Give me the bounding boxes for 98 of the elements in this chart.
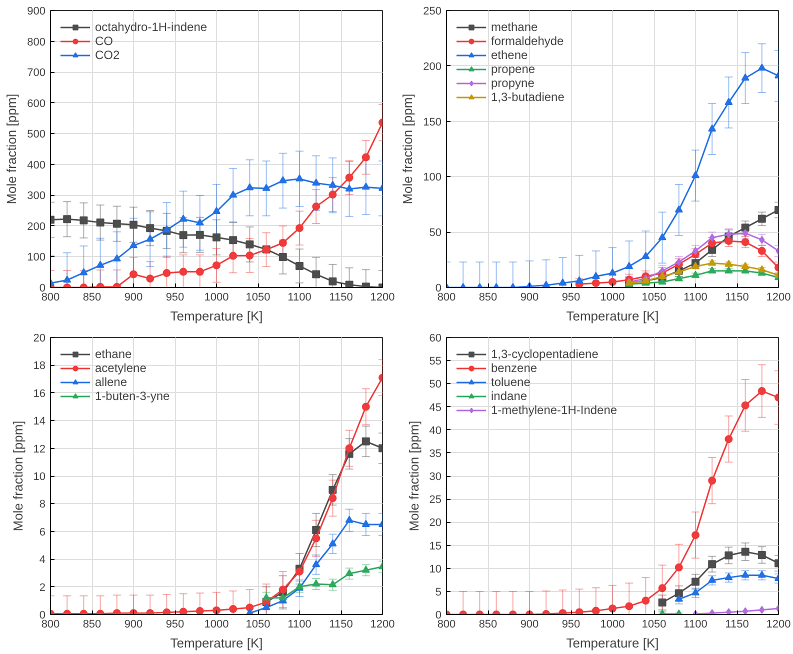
- legend-label: ethene: [491, 48, 528, 62]
- y-tick-label: 0: [39, 282, 46, 294]
- x-tick-label: 850: [478, 618, 498, 630]
- x-axis-title: Temperature [K]: [566, 636, 659, 650]
- y-tick-label: 400: [27, 159, 46, 172]
- y-axis-title: Mole fraction [ppm]: [400, 94, 416, 204]
- y-tick-label: 30: [429, 471, 442, 483]
- y-tick-label: 20: [33, 332, 46, 344]
- x-tick-label: 950: [166, 292, 184, 304]
- y-tick-label: 8: [39, 498, 46, 511]
- legend-label: methane: [491, 20, 538, 34]
- y-tick-label: 50: [429, 378, 442, 391]
- y-tick-label: 150: [423, 116, 442, 128]
- y-tick-label: 4: [39, 554, 46, 566]
- y-tick-label: 0: [435, 282, 442, 294]
- legend-label: CO2: [95, 48, 120, 62]
- x-axis-title: Temperature [K]: [566, 308, 659, 324]
- x-tick-label: 1200: [370, 618, 395, 630]
- y-tick-label: 0: [435, 610, 442, 622]
- y-tick-label: 25: [429, 494, 442, 506]
- y-tick-label: 60: [429, 332, 442, 344]
- y-tick-label: 6: [39, 526, 46, 538]
- x-tick-label: 1050: [642, 292, 666, 304]
- y-tick-label: 35: [429, 448, 442, 460]
- x-tick-label: 850: [82, 292, 102, 304]
- y-axis-title: Mole fraction [ppm]: [406, 420, 422, 532]
- x-tick-label: 900: [124, 618, 143, 630]
- x-tick-label: 1200: [370, 292, 395, 304]
- x-tick-label: 1150: [329, 292, 353, 304]
- y-tick-label: 15: [429, 540, 442, 552]
- y-tick-label: 500: [27, 128, 46, 141]
- y-tick-label: 50: [429, 227, 442, 240]
- y-tick-label: 16: [33, 388, 46, 400]
- y-tick-label: 40: [429, 424, 442, 437]
- y-tick-label: 800: [27, 36, 46, 48]
- x-tick-label: 1000: [600, 292, 625, 304]
- x-axis-title: Temperature [K]: [170, 308, 263, 324]
- y-tick-label: 100: [27, 252, 46, 264]
- y-tick-label: 300: [27, 190, 46, 202]
- legend-label: 1,3-butadiene: [491, 90, 564, 104]
- x-tick-label: 1150: [329, 618, 353, 630]
- y-axis-title: Mole fraction [ppm]: [10, 420, 26, 532]
- legend-label: indane: [491, 389, 528, 403]
- y-tick-label: 600: [27, 98, 46, 110]
- y-tick-label: 250: [423, 6, 442, 18]
- legend-label: benzene: [491, 361, 538, 375]
- legend-label: 1-methylene-1H-Indene: [491, 403, 618, 417]
- x-tick-label: 1050: [246, 292, 270, 304]
- y-tick-label: 14: [33, 416, 46, 428]
- x-tick-label: 1000: [204, 292, 229, 304]
- x-tick-label: 900: [124, 292, 143, 304]
- y-tick-label: 10: [33, 471, 46, 483]
- y-tick-label: 900: [27, 6, 46, 18]
- x-tick-label: 900: [520, 292, 539, 304]
- y-tick-label: 200: [423, 60, 442, 73]
- x-tick-label: 1050: [246, 618, 270, 630]
- legend-label: allene: [95, 375, 128, 389]
- legend-label: 1-buten-3-yne: [95, 389, 170, 403]
- x-tick-label: 1000: [600, 618, 625, 630]
- x-tick-label: 1150: [725, 292, 749, 304]
- x-tick-label: 1200: [766, 618, 791, 630]
- legend-label: propene: [491, 62, 536, 76]
- y-tick-label: 0: [39, 610, 46, 622]
- legend-label: CO: [95, 34, 114, 48]
- x-tick-label: 950: [166, 618, 184, 630]
- x-tick-label: 950: [562, 292, 580, 304]
- legend-label: ethane: [95, 347, 132, 361]
- x-tick-label: 950: [562, 618, 580, 630]
- legend-label: 1,3-cyclopentadiene: [491, 347, 598, 361]
- y-tick-label: 100: [423, 172, 442, 184]
- y-tick-label: 45: [429, 402, 442, 414]
- x-tick-label: 1100: [288, 292, 312, 304]
- x-tick-label: 850: [478, 292, 498, 304]
- y-tick-label: 700: [27, 67, 46, 80]
- y-tick-label: 10: [429, 563, 442, 576]
- legend-label: acetylene: [95, 361, 146, 375]
- legend-label: toluene: [491, 375, 530, 389]
- y-tick-label: 5: [435, 586, 442, 598]
- x-tick-label: 1100: [288, 618, 312, 630]
- y-axis-title: Mole fraction [ppm]: [4, 94, 20, 204]
- legend-label: propyne: [491, 76, 534, 90]
- y-tick-label: 55: [429, 356, 442, 368]
- x-tick-label: 1050: [642, 618, 666, 630]
- y-tick-label: 18: [33, 360, 46, 372]
- y-tick-label: 200: [27, 220, 46, 233]
- x-tick-label: 850: [82, 618, 102, 630]
- legend-label: formaldehyde: [491, 34, 564, 48]
- x-tick-label: 1100: [684, 618, 708, 630]
- x-axis-title: Temperature [K]: [170, 636, 263, 650]
- y-tick-label: 20: [429, 517, 442, 530]
- x-tick-label: 1200: [766, 292, 791, 304]
- y-tick-label: 2: [39, 582, 46, 594]
- x-tick-label: 1150: [725, 618, 749, 630]
- x-tick-label: 1100: [684, 292, 708, 304]
- y-tick-label: 12: [33, 443, 46, 456]
- x-tick-label: 1000: [204, 618, 229, 630]
- x-tick-label: 900: [520, 618, 539, 630]
- legend-label: octahydro-1H-indene: [95, 20, 208, 34]
